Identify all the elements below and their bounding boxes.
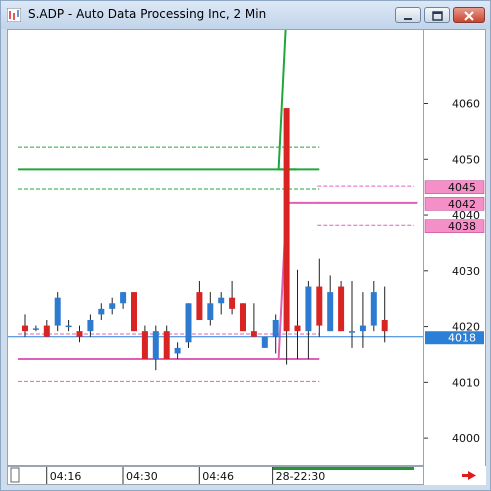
candle-body-31	[359, 325, 366, 332]
candle-body-24	[283, 108, 290, 332]
price-tag-2	[424, 219, 485, 233]
last-price-tag	[425, 331, 484, 345]
last-price-tag-label: 4018	[448, 332, 476, 345]
close-button[interactable]	[453, 7, 485, 23]
price-tag-label-2: 4038	[448, 220, 476, 233]
candle-body-18	[218, 297, 225, 304]
y-tick-label-2: 4020	[452, 321, 480, 334]
candle-body-7	[98, 308, 105, 315]
y-tick-label-1: 4010	[452, 376, 480, 389]
y-tick-label-6: 4060	[452, 98, 480, 111]
price-tag-1	[424, 197, 485, 211]
x-tick-label-3: 28-22:30	[276, 470, 326, 483]
candle-body-14	[174, 347, 181, 354]
x-tick-label-2: 04:46	[202, 470, 234, 483]
candle-body-2	[43, 325, 50, 337]
candle-body-3	[54, 297, 61, 326]
candlestick-chart	[8, 29, 423, 382]
time-axis-scale: 04:16 04:30 04:46 28-22:30	[10, 467, 414, 484]
price-axis-scale: 4000 4010 4020 4030 4040 4050 4060 4045 4042 4038…	[424, 98, 485, 445]
price-tag-label-1: 4042	[448, 198, 476, 211]
candle-body-33	[381, 320, 388, 332]
chart-app-icon	[7, 8, 21, 22]
window-title: S.ADP - Auto Data Processing Inc, 2 Min	[28, 7, 267, 21]
candle-body-17	[207, 303, 214, 320]
session-bar	[272, 467, 414, 470]
title-bar[interactable]: S.ADP - Auto Data Processing Inc, 2 Min	[1, 1, 490, 29]
time-axis[interactable]: 04:16 04:30 04:46 28-22:30	[7, 466, 424, 485]
time-scrollbar-thumb	[10, 467, 20, 483]
price-axis[interactable]: 4000 4010 4020 4030 4040 4050 4060 4045 4042 4038…	[424, 29, 486, 466]
price-plot-area[interactable]	[7, 29, 424, 466]
candle-body-26	[305, 286, 312, 332]
candle-body-25	[294, 325, 301, 332]
candle-body-27	[316, 286, 323, 326]
candle-body-28	[327, 292, 334, 332]
candle-body-19	[229, 297, 236, 309]
candle-body-0	[22, 325, 28, 332]
candle-body-8	[109, 303, 116, 309]
candle-body-16	[196, 292, 203, 320]
candle-body-22	[261, 336, 268, 348]
candle-body-29	[338, 286, 345, 332]
candle-body-30	[349, 331, 355, 333]
y-tick-label-0: 4000	[452, 432, 480, 445]
minimize-icon	[404, 18, 412, 20]
y-tick-label-3: 4030	[452, 265, 480, 278]
candle-body-1	[32, 328, 39, 330]
candle-body-6	[87, 320, 94, 332]
candle-body-4	[65, 325, 72, 328]
price-tag-0	[424, 180, 485, 194]
candle-body-15	[185, 303, 192, 343]
candle-body-11	[141, 331, 148, 360]
price-tag-label-0: 4045	[448, 181, 476, 194]
candle-body-13	[163, 331, 170, 360]
pink-level-jump	[274, 201, 320, 361]
x-tick-label-1: 04:30	[126, 470, 158, 483]
minimize-button[interactable]	[395, 7, 421, 23]
candle-body-23	[272, 320, 279, 337]
candle-body-12	[152, 331, 159, 360]
candle-body-21	[250, 331, 257, 337]
x-tick-label-0: 04:16	[50, 470, 82, 483]
close-icon	[464, 11, 474, 21]
maximize-icon	[432, 11, 443, 21]
y-tick-label-4: 4040	[452, 209, 480, 222]
candle-body-5	[76, 331, 83, 337]
candle-body-10	[131, 292, 137, 332]
candle-body-9	[120, 292, 127, 304]
candle-body-20	[240, 303, 246, 332]
scroll-corner[interactable]	[424, 466, 486, 485]
green-level-jump	[277, 29, 297, 171]
y-tick-label-5: 4050	[452, 153, 480, 166]
candle-body-32	[370, 292, 377, 326]
scroll-right-arrow-icon[interactable]	[424, 466, 486, 485]
maximize-button[interactable]	[424, 7, 450, 23]
